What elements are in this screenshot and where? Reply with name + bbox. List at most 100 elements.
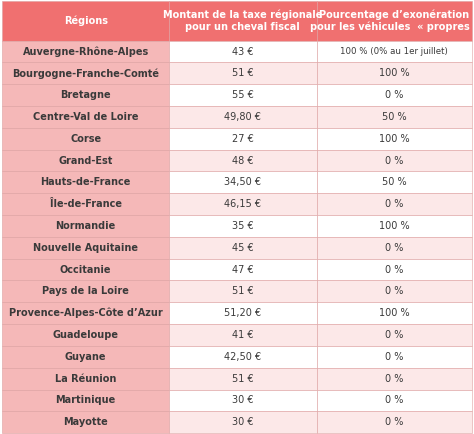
Bar	[2, 302, 169, 324]
Bar	[2, 62, 169, 84]
Text: Occitanie: Occitanie	[60, 265, 111, 275]
Bar	[2, 41, 169, 62]
Text: Grand-Est: Grand-Est	[58, 155, 113, 165]
Bar	[169, 84, 317, 106]
Text: 0 %: 0 %	[385, 417, 403, 427]
Bar	[169, 150, 317, 171]
Bar	[317, 128, 472, 150]
Bar	[169, 62, 317, 84]
Text: 0 %: 0 %	[385, 395, 403, 405]
Text: 0 %: 0 %	[385, 374, 403, 384]
Text: Hauts-de-France: Hauts-de-France	[40, 178, 131, 187]
Bar	[169, 41, 317, 62]
Bar	[317, 368, 472, 390]
Bar	[2, 150, 169, 171]
Bar	[317, 411, 472, 433]
Bar	[317, 1, 472, 41]
Bar	[169, 215, 317, 237]
Bar	[169, 128, 317, 150]
Bar	[169, 106, 317, 128]
Bar	[317, 280, 472, 302]
Bar	[169, 390, 317, 411]
Text: Provence-Alpes-Côte d’Azur: Provence-Alpes-Côte d’Azur	[9, 308, 163, 319]
Bar	[2, 237, 169, 259]
Text: 46,15 €: 46,15 €	[224, 199, 261, 209]
Bar	[169, 171, 317, 193]
Text: 0 %: 0 %	[385, 352, 403, 362]
Bar	[317, 84, 472, 106]
Bar	[317, 259, 472, 280]
Bar	[169, 324, 317, 346]
Text: Régions: Régions	[64, 16, 108, 26]
Bar	[169, 193, 317, 215]
Bar	[169, 346, 317, 368]
Text: Martinique: Martinique	[55, 395, 116, 405]
Text: 51,20 €: 51,20 €	[224, 308, 262, 318]
Text: Centre-Val de Loire: Centre-Val de Loire	[33, 112, 138, 122]
Bar	[2, 128, 169, 150]
Text: 0 %: 0 %	[385, 265, 403, 275]
Text: 0 %: 0 %	[385, 286, 403, 296]
Bar	[317, 390, 472, 411]
Bar	[2, 171, 169, 193]
Text: 30 €: 30 €	[232, 395, 254, 405]
Bar	[2, 280, 169, 302]
Bar	[317, 106, 472, 128]
Bar	[2, 390, 169, 411]
Text: Guyane: Guyane	[65, 352, 107, 362]
Text: 48 €: 48 €	[232, 155, 254, 165]
Bar	[2, 1, 169, 41]
Text: 47 €: 47 €	[232, 265, 254, 275]
Text: Île-de-France: Île-de-France	[50, 199, 122, 209]
Bar	[2, 411, 169, 433]
Bar	[317, 150, 472, 171]
Text: Auvergne-Rhône-Alpes: Auvergne-Rhône-Alpes	[23, 46, 149, 57]
Text: Pays de la Loire: Pays de la Loire	[42, 286, 129, 296]
Text: 100 %: 100 %	[379, 308, 410, 318]
Bar	[169, 259, 317, 280]
Bar	[2, 259, 169, 280]
Text: 45 €: 45 €	[232, 243, 254, 253]
Text: Normandie: Normandie	[55, 221, 116, 231]
Text: 100 %: 100 %	[379, 221, 410, 231]
Text: 51 €: 51 €	[232, 68, 254, 79]
Text: 51 €: 51 €	[232, 374, 254, 384]
Text: 50 %: 50 %	[382, 178, 407, 187]
Text: 55 €: 55 €	[232, 90, 254, 100]
Bar	[169, 411, 317, 433]
Text: Bourgogne-Franche-Comté: Bourgogne-Franche-Comté	[12, 68, 159, 79]
Bar	[2, 106, 169, 128]
Text: Corse: Corse	[70, 134, 101, 144]
Text: 0 %: 0 %	[385, 155, 403, 165]
Text: 27 €: 27 €	[232, 134, 254, 144]
Text: Montant de la taxe régionale
pour un cheval fiscal: Montant de la taxe régionale pour un che…	[163, 10, 322, 32]
Bar	[317, 193, 472, 215]
Text: 0 %: 0 %	[385, 199, 403, 209]
Text: Guadeloupe: Guadeloupe	[53, 330, 118, 340]
Bar	[317, 215, 472, 237]
Text: 43 €: 43 €	[232, 46, 254, 56]
Bar	[317, 171, 472, 193]
Bar	[317, 324, 472, 346]
Bar	[2, 215, 169, 237]
Text: 100 %: 100 %	[379, 134, 410, 144]
Text: Bretagne: Bretagne	[60, 90, 111, 100]
Bar	[317, 62, 472, 84]
Bar	[2, 193, 169, 215]
Text: 51 €: 51 €	[232, 286, 254, 296]
Bar	[169, 237, 317, 259]
Text: 50 %: 50 %	[382, 112, 407, 122]
Text: 100 %: 100 %	[379, 68, 410, 79]
Bar	[169, 280, 317, 302]
Text: 34,50 €: 34,50 €	[224, 178, 261, 187]
Text: Nouvelle Aquitaine: Nouvelle Aquitaine	[33, 243, 138, 253]
Bar	[317, 302, 472, 324]
Text: 35 €: 35 €	[232, 221, 254, 231]
Text: 30 €: 30 €	[232, 417, 254, 427]
Bar	[169, 1, 317, 41]
Text: 0 %: 0 %	[385, 330, 403, 340]
Text: La Réunion: La Réunion	[55, 374, 116, 384]
Text: Pourcentage d’exonération
pour les véhicules  « propres »: Pourcentage d’exonération pour les véhic…	[310, 10, 474, 32]
Text: 0 %: 0 %	[385, 243, 403, 253]
Text: 100 % (0% au 1er juillet): 100 % (0% au 1er juillet)	[340, 47, 448, 56]
